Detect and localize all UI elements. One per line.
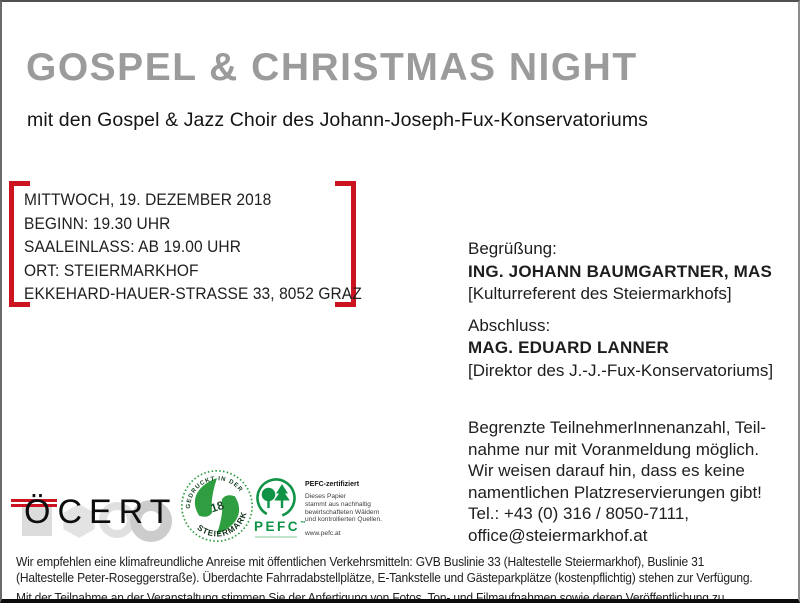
- phone-text: Tel.: +43 (0) 316 / 8050-7111,: [468, 504, 689, 524]
- registration-info: Begrenzte TeilnehmerInnenanzahl, Teil- n…: [468, 417, 766, 547]
- event-line-address: EKKEHARD-HAUER-STRASSE 33, 8052 GRAZ: [24, 285, 362, 304]
- event-line-begin: BEGINN: 19.30 UHR: [24, 214, 171, 233]
- conifer-tree-icon: [276, 484, 288, 494]
- oecert-wordmark: ÖCERT: [24, 493, 178, 531]
- square-shape: [22, 506, 52, 536]
- registration-line: namentlichen Platzreservierungen gibt!: [468, 482, 762, 502]
- leaf-icon: [194, 478, 217, 517]
- stamp-year: 18: [209, 498, 226, 516]
- closing-speaker-role: [Direktor des J.-J.-Fux-Konservatoriums]: [468, 360, 774, 380]
- closing-group: Abschluss: MAG. EDUARD LANNER [Direktor …: [468, 315, 773, 383]
- greeting-speaker-role: [Kulturreferent des Steiermarkhofs]: [468, 284, 732, 303]
- red-line-decor: [11, 499, 57, 502]
- footer-notes: Wir empfehlen eine klimafreundliche Anre…: [16, 554, 798, 603]
- greeting-speaker-name: ING. JOHANN BAUMGARTNER, MAS: [468, 261, 773, 281]
- oecert-logo: ÖCERT: [11, 479, 181, 545]
- registration-line: Begrenzte TeilnehmerInnenanzahl, Teil-: [468, 418, 767, 437]
- event-line-admission: SAALEINLASS: AB 19.00 UHR: [24, 238, 242, 257]
- closing-label: Abschluss:: [468, 315, 551, 335]
- registration-line: Wir weisen darauf hin, dass es keine: [468, 461, 745, 481]
- red-bracket-left: [9, 181, 30, 307]
- speakers-section: Begrüßung: ING. JOHANN BAUMGARTNER, MAS …: [468, 238, 773, 382]
- media-consent-line: Mit der Teilnahme an der Veranstaltung s…: [16, 590, 728, 603]
- pefc-trees-icon: [256, 478, 296, 518]
- greeting-group: Begrüßung: ING. JOHANN BAUMGARTNER, MAS …: [468, 238, 773, 306]
- transport-info-line: Wir empfehlen eine klimafreundliche Anre…: [16, 554, 705, 569]
- greeting-label: Begrüßung:: [468, 239, 557, 258]
- pefc-claim-line: und kontrollierten Quellen.: [305, 516, 382, 524]
- ring-shape: [130, 500, 172, 542]
- transport-info-line: (Haltestelle Peter-Roseggerstraße). Über…: [16, 569, 753, 585]
- closing-speaker-name: MAG. EDUARD LANNER: [468, 338, 669, 357]
- red-line-decor: [11, 504, 57, 507]
- stamp-border: [180, 469, 254, 543]
- pefc-text-block: PEFC-zertifiziert Dieses Papier stammt a…: [305, 481, 425, 537]
- round-tree-icon: [261, 487, 276, 502]
- trademark-symbol: ™: [300, 521, 307, 527]
- red-bracket-right: [335, 181, 356, 307]
- pefc-url: www.pefc.at: [305, 530, 341, 538]
- stamp-icon: 18 GEDRUCKT IN DER STEIERMARK: [178, 467, 254, 545]
- event-line-date: MITTWOCH, 19. DEZEMBER 2018: [24, 191, 272, 209]
- printed-in-styria-stamp: 18 GEDRUCKT IN DER STEIERMARK: [178, 467, 255, 549]
- pefc-claim-line: stammt aus nachhaltig: [305, 500, 371, 508]
- event-details: MITTWOCH, 19. DEZEMBER 2018 BEGINN: 19.3…: [24, 189, 362, 307]
- event-details-box: MITTWOCH, 19. DEZEMBER 2018 BEGINN: 19.3…: [9, 181, 362, 307]
- leaf-icon: [217, 495, 240, 534]
- email-text: office@steiermarkhof.at: [468, 525, 648, 545]
- pefc-title: PEFC-zertifiziert: [305, 481, 360, 488]
- page-title: GOSPEL & CHRISTMAS NIGHT: [26, 46, 638, 89]
- registration-line: nahme nur mit Voranmeldung möglich.: [468, 439, 760, 459]
- pefc-wordmark: PEFC™: [254, 519, 307, 534]
- pefc-claim-line: bewirtschafteten Wäldern: [305, 508, 380, 516]
- pefc-license-code: [255, 536, 297, 538]
- pefc-claim-line: Dieses Papier: [305, 493, 347, 500]
- page-subtitle: mit den Gospel & Jazz Choir des Johann-J…: [27, 109, 649, 131]
- pefc-logo: PEFC™ PEFC-zertifiziert Dieses Papier st…: [253, 478, 433, 548]
- event-line-location: ORT: STEIERMARKHOF: [24, 261, 199, 280]
